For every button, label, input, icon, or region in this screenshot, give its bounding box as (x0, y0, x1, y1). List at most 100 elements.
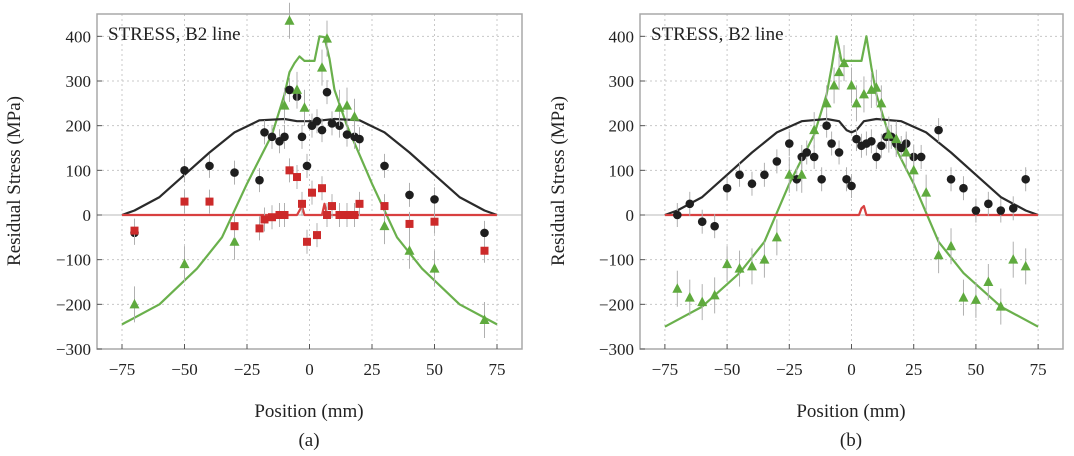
data-point-circle (760, 170, 769, 180)
data-point-circle (946, 174, 956, 184)
data-point-circle (959, 183, 968, 193)
plot-area: −75 −50 −25 0 25 50 75 −300 −200 −100 0 100 200 300 40… (599, 13, 1064, 379)
data-point-square (405, 219, 414, 228)
data-point-circle (355, 134, 364, 144)
x-tick-label: 75 (489, 360, 506, 379)
x-tick-label: 50 (967, 360, 984, 379)
data-point-circle (180, 166, 189, 175)
data-point-triangle (829, 79, 840, 90)
x-tick-label: 25 (364, 360, 381, 379)
data-point-triangle (809, 124, 820, 135)
data-point-circle (822, 121, 831, 130)
plot-area: −75 −50 −25 0 25 50 75 −300 −200 −100 0 100 200 300 40… (56, 2, 523, 379)
y-tick-label: 100 (609, 161, 635, 180)
y-tick-label: 200 (66, 117, 92, 136)
data-point-circle (784, 139, 794, 148)
data-point-circle (312, 116, 322, 126)
model-line-green (121, 35, 498, 326)
data-point-circle (867, 137, 876, 146)
data-point-circle (380, 161, 389, 171)
data-point-triangle (697, 296, 708, 307)
chart-panel-b: −75 −50 −25 0 25 50 75 −300 −200 −100 0 100 200 300 40… (548, 13, 1064, 451)
data-point-triangle (784, 169, 795, 179)
y-tick-label: −200 (599, 295, 634, 314)
panel-title: STRESS, B2 line (651, 24, 784, 45)
y-axis-title: Residual Stress (MPa) (4, 96, 25, 266)
x-tick-label: 75 (1030, 360, 1047, 379)
data-point-triangle (404, 245, 415, 255)
x-tick-label: 50 (426, 360, 443, 379)
y-tick-label: 400 (609, 27, 635, 46)
data-point-triangle (129, 298, 140, 309)
data-point-square (430, 217, 439, 226)
data-point-circle (809, 152, 819, 162)
x-tick-label: −25 (234, 360, 261, 379)
data-point-circle (817, 174, 826, 184)
x-tick-label: 25 (905, 360, 922, 379)
data-point-circle (710, 221, 719, 231)
x-tick-label: −50 (714, 360, 741, 379)
data-point-square (293, 173, 301, 182)
data-point-triangle (722, 258, 733, 269)
data-point-circle (430, 195, 439, 204)
y-tick-label: 300 (66, 72, 92, 91)
y-tick-label: 200 (609, 117, 635, 136)
data-point-triangle (279, 100, 290, 110)
data-point-square (313, 231, 321, 240)
data-point-triangle (759, 254, 770, 264)
data-point-circle (327, 119, 337, 128)
x-axis-title: Position (mm) (254, 401, 363, 422)
data-point-square (130, 226, 139, 235)
data-point-triangle (179, 258, 190, 269)
data-point-circle (230, 168, 239, 177)
panel-caption: (b) (840, 430, 862, 451)
data-point-triangle (1020, 260, 1031, 271)
data-point-square (380, 202, 389, 211)
data-point-triangle (709, 289, 720, 300)
data-point-circle (697, 217, 707, 226)
data-point-square (335, 211, 344, 219)
panel-title: STRESS, B2 line (108, 24, 241, 45)
y-tick-label: 0 (626, 206, 635, 225)
data-point-circle (872, 152, 881, 162)
data-point-triangle (995, 301, 1006, 311)
data-point-square (268, 213, 276, 222)
y-tick-label: 400 (66, 27, 92, 46)
data-point-triangle (970, 294, 981, 304)
x-tick-label: −25 (776, 360, 803, 379)
data-point-triangle (846, 79, 857, 90)
y-tick-label: 100 (66, 161, 92, 180)
data-point-circle (205, 161, 214, 171)
y-tick-label: −300 (56, 340, 91, 359)
data-point-circle (934, 125, 943, 135)
data-point-triangle (821, 97, 832, 108)
data-point-triangle (876, 97, 887, 108)
x-tick-label: −50 (171, 360, 198, 379)
data-point-square (280, 211, 289, 219)
x-tick-label: −75 (652, 360, 679, 379)
data-point-triangle (858, 88, 869, 99)
data-point-circle (342, 130, 352, 139)
data-point-circle (802, 148, 812, 157)
data-point-circle (852, 134, 861, 144)
x-tick-label: 0 (847, 360, 856, 379)
data-point-circle (772, 157, 782, 166)
data-point-triangle (983, 276, 994, 286)
y-tick-label: 0 (83, 206, 92, 225)
data-point-triangle (229, 236, 240, 246)
data-point-triangle (883, 129, 894, 139)
data-point-circle (1021, 174, 1030, 184)
x-tick-label: 0 (305, 360, 314, 379)
model-line-black (664, 117, 1039, 217)
data-point-square (260, 215, 269, 224)
model-line-green (664, 35, 1039, 328)
data-point-square (350, 211, 359, 219)
data-point-circle (322, 87, 332, 97)
data-point-circle (405, 190, 414, 200)
data-point-triangle (299, 102, 310, 112)
data-point-triangle (796, 169, 807, 179)
data-point-triangle (322, 33, 332, 43)
data-point-triangle (834, 66, 845, 77)
data-point-circle (984, 199, 993, 209)
